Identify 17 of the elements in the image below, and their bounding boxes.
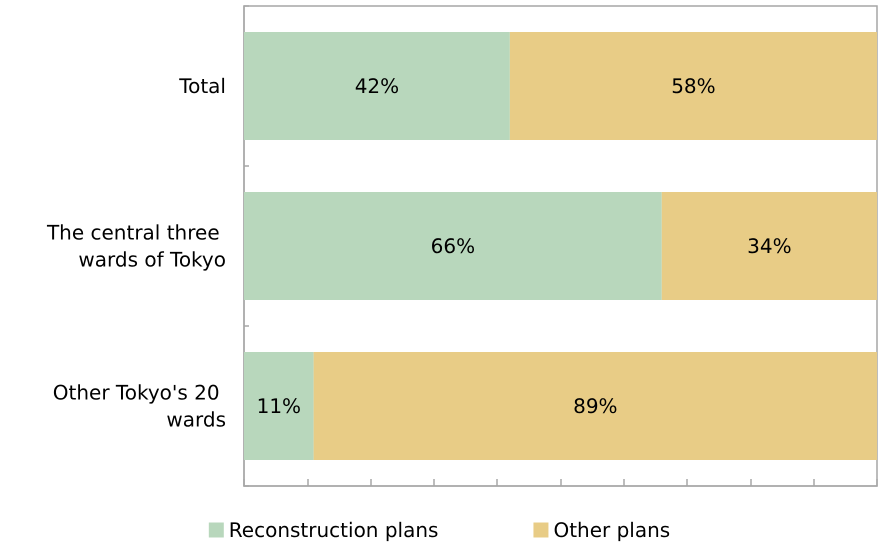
y-tick-label: Other Tokyo's 20 wards (52, 380, 226, 432)
bar (244, 352, 314, 460)
data-label: 89% (573, 394, 618, 418)
bar (244, 192, 662, 300)
legend-label: Reconstruction plans (228, 518, 438, 542)
data-label: 66% (430, 234, 476, 258)
data-label: 42% (354, 74, 400, 98)
y-tick-label: The central three wards of Tokyo (46, 220, 226, 272)
legend-label: Other plans (553, 518, 670, 542)
bar (314, 352, 877, 460)
data-label: 34% (747, 234, 792, 258)
bar (244, 32, 510, 140)
y-tick-label: Total (178, 74, 226, 98)
bar (662, 192, 877, 300)
bar (510, 32, 877, 140)
data-label: 11% (256, 394, 302, 418)
data-label: 58% (671, 74, 716, 98)
